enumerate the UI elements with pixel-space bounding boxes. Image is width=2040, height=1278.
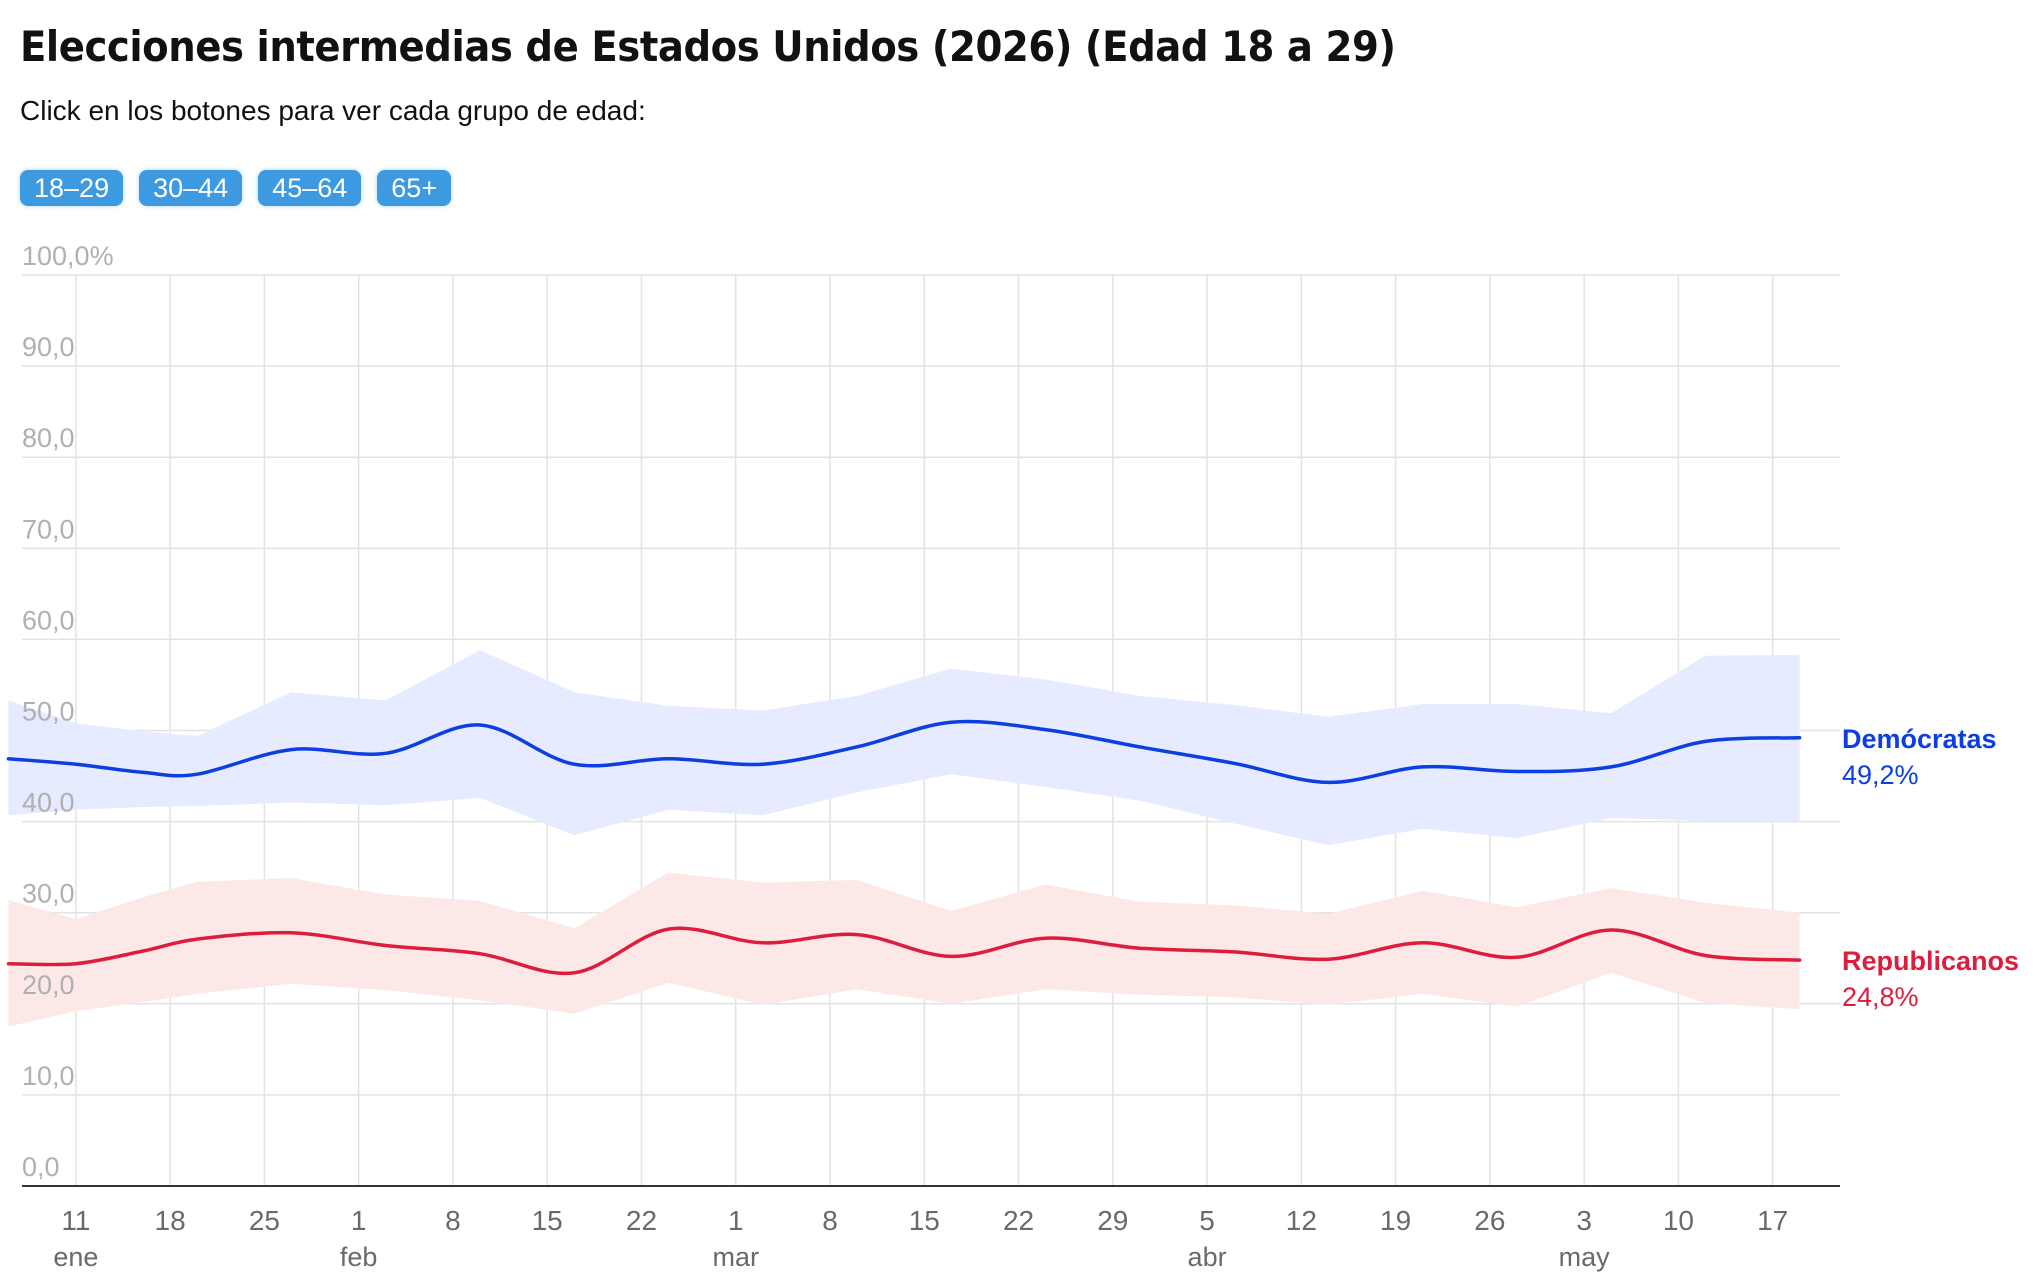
x-tick-label: 15: [532, 1205, 563, 1236]
x-tick-label: 10: [1663, 1205, 1694, 1236]
y-tick-label: 90,0: [22, 332, 75, 362]
x-tick-label: 18: [155, 1205, 186, 1236]
age-button-45-64[interactable]: 45–64: [258, 170, 362, 206]
age-button-30-44[interactable]: 30–44: [139, 170, 243, 206]
x-tick-label: 22: [1003, 1205, 1034, 1236]
x-tick-label: 26: [1474, 1205, 1505, 1236]
chart-title: Elecciones intermedias de Estados Unidos…: [20, 22, 1396, 71]
x-tick-label: 12: [1286, 1205, 1317, 1236]
x-tick-label: 1: [351, 1205, 367, 1236]
x-month-label: mar: [712, 1242, 759, 1272]
series-value-democrats: 49,2%: [1842, 760, 1919, 790]
y-tick-label: 0,0: [22, 1152, 60, 1182]
x-tick-label: 1: [728, 1205, 744, 1236]
x-tick-label: 17: [1757, 1205, 1788, 1236]
y-tick-label: 70,0: [22, 514, 75, 544]
y-tick-label: 10,0: [22, 1061, 75, 1091]
x-tick-label: 19: [1380, 1205, 1411, 1236]
x-month-label: ene: [53, 1242, 98, 1272]
x-month-label: may: [1559, 1242, 1611, 1272]
series-line-republicans: [6, 926, 1802, 976]
x-tick-label: 5: [1199, 1205, 1215, 1236]
y-tick-label: 20,0: [22, 970, 75, 1000]
x-month-label: feb: [340, 1242, 378, 1272]
y-tick-label: 50,0: [22, 697, 75, 727]
age-button-18-29[interactable]: 18–29: [20, 170, 124, 206]
y-tick-label: 40,0: [22, 788, 75, 818]
series-line-democrats: [6, 719, 1802, 785]
y-tick-label: 60,0: [22, 605, 75, 635]
age-button-65-plus[interactable]: 65+: [377, 170, 452, 206]
confidence-band-democrats: [8, 650, 1800, 846]
x-tick-label: 8: [445, 1205, 461, 1236]
age-group-buttons: 18–29 30–44 45–64 65+: [20, 170, 452, 206]
y-tick-label: 80,0: [22, 423, 75, 453]
confidence-band-republicans: [8, 872, 1800, 1027]
x-month-label: abr: [1188, 1242, 1227, 1272]
series-label-democrats: Demócratas: [1842, 724, 1997, 754]
series-label-republicans: Republicanos: [1842, 946, 2019, 976]
y-tick-label: 30,0: [22, 879, 75, 909]
x-tick-label: 22: [626, 1205, 657, 1236]
x-tick-label: 11: [61, 1205, 90, 1236]
x-tick-label: 15: [909, 1205, 940, 1236]
series-value-republicans: 24,8%: [1842, 982, 1919, 1012]
x-tick-label: 8: [822, 1205, 838, 1236]
x-tick-label: 25: [249, 1205, 280, 1236]
x-tick-label: 29: [1097, 1205, 1128, 1236]
chart-subtitle: Click en los botones para ver cada grupo…: [20, 95, 646, 126]
y-tick-label: 100,0%: [22, 241, 114, 271]
x-tick-label: 3: [1576, 1205, 1592, 1236]
